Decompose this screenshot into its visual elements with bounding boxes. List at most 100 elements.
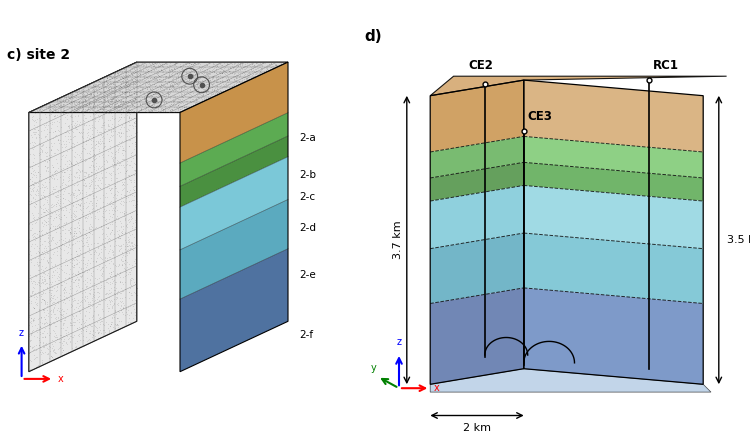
Point (140, 68, 152, 75)
Point (74, 103, 86, 110)
Point (35, 299, 47, 306)
Point (30, 295, 42, 302)
Point (105, 103, 117, 110)
Point (23, 163, 35, 170)
Point (82, 88, 94, 95)
Point (77, 98, 89, 105)
Point (58, 295, 70, 303)
Point (56, 190, 68, 197)
Point (40, 102, 52, 109)
Point (32, 301, 44, 308)
Point (115, 100, 127, 107)
Point (162, 74, 174, 81)
Point (74, 343, 86, 350)
Point (100, 332, 112, 339)
Point (72, 270, 84, 277)
Point (122, 239, 134, 246)
Point (88, 108, 100, 116)
Point (34, 256, 46, 263)
Point (112, 164, 125, 171)
Point (141, 84, 153, 91)
Point (95, 81, 107, 88)
Point (132, 60, 144, 67)
Point (126, 164, 138, 171)
Point (75, 129, 87, 136)
Point (114, 274, 126, 281)
Point (83, 99, 95, 106)
Point (242, 69, 254, 76)
Point (126, 121, 138, 128)
Point (214, 87, 226, 94)
Point (103, 286, 115, 293)
Point (56, 111, 68, 118)
Point (92, 100, 104, 107)
Point (248, 72, 259, 79)
Point (70, 207, 82, 214)
Point (45, 310, 57, 318)
Point (195, 65, 207, 72)
Point (28, 317, 40, 324)
Point (207, 60, 219, 67)
Point (173, 98, 185, 105)
Point (156, 81, 168, 88)
Point (55, 325, 67, 332)
Point (64, 146, 76, 153)
Point (125, 65, 137, 72)
Point (222, 73, 234, 80)
Point (100, 318, 112, 325)
Point (40, 119, 53, 126)
Point (123, 89, 135, 96)
Point (236, 76, 248, 83)
Point (249, 74, 261, 81)
Point (28, 245, 40, 252)
Point (149, 75, 161, 82)
Point (128, 118, 140, 125)
Point (50, 107, 62, 114)
Point (185, 93, 197, 100)
Point (146, 86, 158, 93)
Point (176, 102, 188, 109)
Point (104, 245, 116, 252)
Point (214, 88, 226, 95)
Point (82, 243, 94, 250)
Point (56, 227, 68, 234)
Point (88, 153, 101, 161)
Point (42, 259, 54, 266)
Point (56, 96, 68, 103)
Point (172, 82, 184, 89)
Point (208, 80, 220, 87)
Point (56, 312, 68, 319)
Point (70, 204, 82, 211)
Point (130, 241, 142, 248)
Point (170, 74, 182, 81)
Point (44, 273, 55, 280)
Point (125, 179, 137, 186)
Point (37, 141, 49, 148)
Point (88, 279, 100, 286)
Point (216, 65, 228, 72)
Point (98, 125, 110, 132)
Point (113, 247, 125, 254)
Point (154, 85, 166, 92)
Point (68, 228, 80, 235)
Point (41, 125, 53, 132)
Point (50, 170, 62, 177)
Point (79, 156, 91, 163)
Point (75, 102, 87, 109)
Point (100, 73, 112, 80)
Point (126, 91, 138, 98)
Point (27, 116, 39, 123)
Point (75, 257, 87, 264)
Point (104, 79, 116, 86)
Point (210, 78, 222, 85)
Point (153, 72, 165, 79)
Point (171, 104, 183, 111)
Point (138, 95, 150, 102)
Point (184, 90, 196, 97)
Point (117, 78, 129, 85)
Point (230, 74, 242, 81)
Point (93, 93, 105, 100)
Point (74, 191, 86, 198)
Point (86, 323, 98, 330)
Point (118, 67, 130, 75)
